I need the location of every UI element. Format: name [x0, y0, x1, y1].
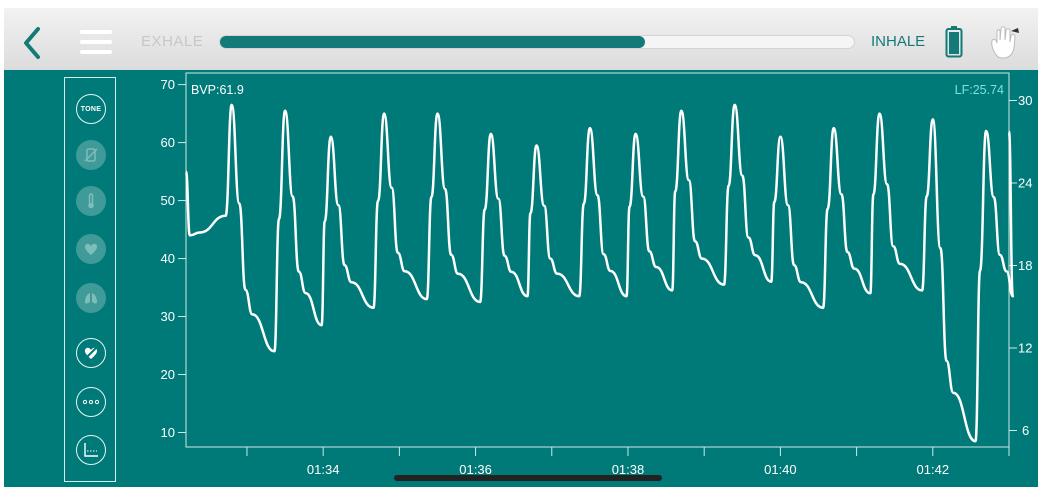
exhale-label: EXHALE	[141, 33, 204, 50]
y-left-tick-label: 40	[161, 251, 175, 266]
plot-frame	[185, 72, 1010, 448]
lf-readout: LF:25.74	[955, 83, 1004, 97]
y-left-tick-label: 60	[161, 135, 175, 150]
heart-rate-button[interactable]	[76, 234, 106, 264]
y-left-tick-label: 20	[161, 367, 175, 382]
sidebar-toolbar: TONE	[64, 77, 116, 482]
back-chevron-icon[interactable]	[22, 26, 42, 60]
bvp-readout: BVP:61.9	[191, 83, 244, 97]
hamburger-menu-icon[interactable]	[80, 30, 112, 54]
no-device-icon	[84, 148, 98, 162]
app-screen: EXHALE INHALE TONE	[4, 8, 1038, 487]
breath-pacer-fill	[220, 36, 645, 48]
y-right-tick-label: 12	[1018, 341, 1032, 356]
bvp-chart: 10 20 30 40 50 60 70 6 12 18 24 30 01:34 01:36 01:38…	[4, 8, 1032, 477]
sensor-off-button[interactable]	[76, 140, 106, 170]
home-indicator	[394, 475, 662, 481]
heart-icon	[84, 243, 98, 255]
tone-button[interactable]: TONE	[76, 94, 106, 124]
battery-icon	[945, 26, 963, 58]
bvp-series-line	[184, 103, 1015, 443]
more-icon	[82, 399, 100, 405]
hrv-button[interactable]	[76, 338, 106, 368]
breath-pacer-track	[219, 35, 855, 49]
y-right-tick-label: 30	[1018, 93, 1032, 108]
y-right-tick-label: 6	[1022, 423, 1029, 438]
top-bar: EXHALE INHALE	[4, 8, 1038, 70]
chart-icon	[84, 443, 98, 457]
heart-crossed-icon	[84, 346, 98, 360]
y-right-tick-label: 18	[1018, 258, 1032, 273]
x-tick-label: 01:36	[459, 462, 492, 477]
x-tick-label: 01:34	[307, 462, 340, 477]
y-left-tick-label: 10	[161, 425, 175, 440]
y-left-tick-label: 30	[161, 309, 175, 324]
more-button[interactable]	[76, 387, 106, 417]
x-tick-label: 01:40	[764, 462, 797, 477]
lungs-icon	[85, 293, 97, 304]
inhale-label: INHALE	[871, 33, 926, 50]
graph-settings-button[interactable]	[76, 435, 106, 465]
y-right-tick-label: 24	[1018, 176, 1032, 191]
temperature-button[interactable]	[76, 186, 106, 216]
x-tick-label: 01:42	[917, 462, 950, 477]
tone-icon: TONE	[80, 105, 102, 113]
y-left-tick-label: 70	[161, 77, 175, 92]
x-tick-label: 01:38	[612, 462, 645, 477]
thermometer-icon	[88, 193, 94, 209]
hand-icon[interactable]	[988, 26, 1022, 60]
respiration-button[interactable]	[76, 283, 106, 313]
y-left-tick-label: 50	[161, 193, 175, 208]
